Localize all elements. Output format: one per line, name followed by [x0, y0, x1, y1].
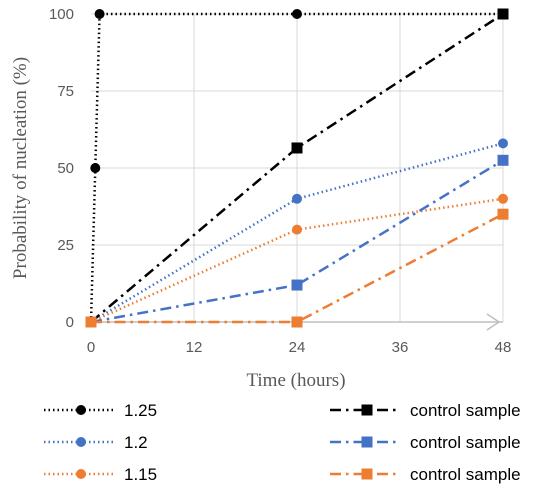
y-axis-ticks: 0 25 50 75 100: [49, 6, 74, 331]
y-axis-title: Probability of nucleation (%): [10, 57, 31, 279]
grid-lines: [91, 13, 504, 322]
data-point: [94, 9, 105, 19]
legend-marker: [361, 468, 373, 480]
data-point: [498, 193, 508, 204]
y-tick-label: 0: [66, 314, 74, 331]
legend-label: control sample: [410, 401, 521, 420]
legend-item: 1.2: [44, 433, 148, 452]
x-tick-label: 36: [392, 339, 409, 356]
series-line: [90, 159, 504, 324]
y-tick-label: 75: [57, 83, 74, 100]
series-5: [85, 208, 509, 328]
x-tick-label: 0: [87, 339, 95, 356]
x-tick-label: 48: [495, 339, 512, 356]
legend-item: control sample: [330, 401, 521, 420]
data-point: [291, 279, 303, 291]
legend-label: 1.15: [124, 465, 157, 484]
y-tick-label: 100: [49, 6, 74, 23]
data-point: [291, 316, 303, 328]
legend-item: control sample: [330, 465, 521, 484]
data-point: [498, 138, 508, 149]
x-axis-title: Time (hours): [246, 370, 345, 391]
legend-marker: [361, 404, 373, 416]
legend-marker: [361, 436, 373, 448]
legend-label: 1.25: [124, 401, 157, 420]
legend-item: 1.15: [44, 465, 157, 484]
series-group: [85, 8, 509, 328]
data-point: [85, 316, 97, 328]
legend: 1.25 1.2 1.15 control sample control sample c…: [44, 401, 521, 484]
series-line: [90, 12, 504, 323]
data-point: [292, 9, 302, 19]
legend-item: 1.25: [44, 401, 157, 420]
data-point: [292, 224, 302, 235]
legend-marker: [76, 437, 86, 447]
legend-label: control sample: [410, 465, 521, 484]
legend-marker: [76, 469, 86, 479]
legend-label: 1.2: [124, 433, 148, 452]
y-tick-label: 50: [57, 160, 74, 177]
x-axis-ticks: 0 12 24 36 48: [87, 339, 512, 356]
data-point: [497, 208, 509, 220]
x-axis-arrowhead: [486, 313, 501, 331]
x-tick-label: 12: [186, 339, 203, 356]
data-point: [291, 142, 303, 154]
data-point: [90, 163, 101, 173]
y-tick-label: 25: [57, 237, 74, 254]
legend-label: control sample: [410, 433, 521, 452]
legend-item: control sample: [330, 433, 521, 452]
legend-marker: [76, 405, 86, 415]
data-point: [497, 8, 509, 20]
data-point: [292, 193, 302, 204]
x-tick-label: 24: [289, 339, 306, 356]
data-point: [497, 154, 509, 166]
